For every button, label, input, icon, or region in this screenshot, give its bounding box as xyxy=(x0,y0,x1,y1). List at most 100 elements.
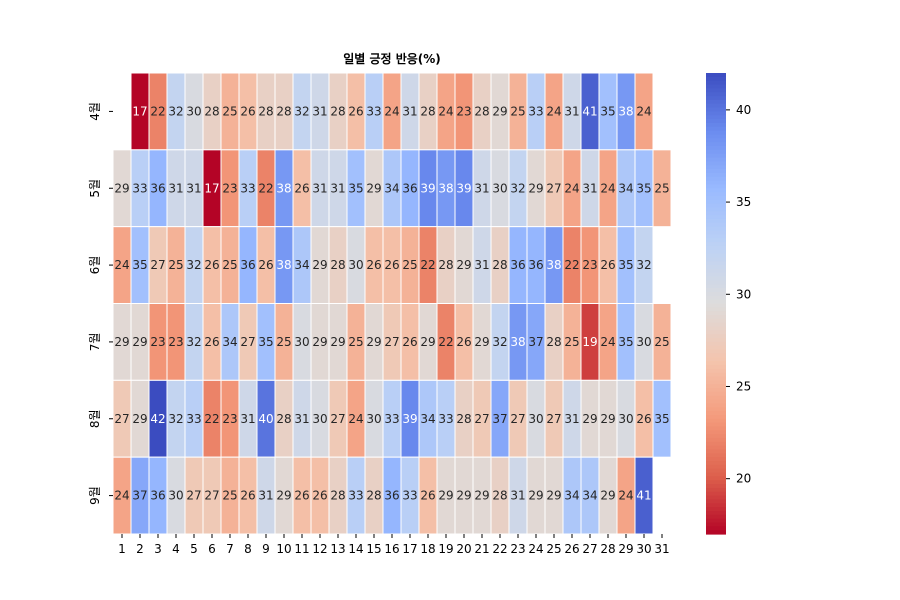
cell-value-label: 22 xyxy=(258,181,273,195)
y-tick-label: 6월 xyxy=(88,256,102,275)
colorbar-segment xyxy=(706,176,726,182)
colorbar-segment xyxy=(706,215,726,220)
colorbar-segment xyxy=(706,203,726,209)
colorbar-segment xyxy=(706,484,726,489)
cell-value-label: 36 xyxy=(528,258,543,272)
colorbar-segment xyxy=(706,257,726,262)
cell-value-label: 38 xyxy=(438,181,453,195)
cell-value-label: 26 xyxy=(240,489,255,503)
cell-value-label: 26 xyxy=(204,335,219,349)
cell-value-label: 28 xyxy=(420,104,435,118)
cell-value-label: 30 xyxy=(636,335,651,349)
cell-value-label: 23 xyxy=(456,104,471,118)
cell-value-label: 31 xyxy=(564,104,579,118)
colorbar-segment xyxy=(706,441,726,447)
cell-value-label: 32 xyxy=(186,258,201,272)
cell-value-label: 35 xyxy=(348,181,363,195)
cell-value-label: 35 xyxy=(618,335,633,349)
cell-value-label: 30 xyxy=(348,258,363,272)
colorbar-segment xyxy=(706,315,726,320)
cell-value-label: 32 xyxy=(636,258,651,272)
colorbar-segment xyxy=(706,134,726,139)
colorbar-segment xyxy=(706,192,726,197)
cell-value-label: 39 xyxy=(420,181,435,195)
colorbar-segment xyxy=(706,276,726,282)
cell-value-label: 26 xyxy=(258,258,273,272)
colorbar-segment xyxy=(706,153,726,159)
colorbar-segment xyxy=(706,349,726,355)
colorbar-segment xyxy=(706,510,726,516)
colorbar-segment xyxy=(706,487,726,493)
y-tick-label: 8월 xyxy=(88,409,102,428)
colorbar-segment xyxy=(706,503,726,508)
cell-value-label: 28 xyxy=(276,104,291,118)
cell-value-label: 25 xyxy=(222,489,237,503)
cell-value-label: 17 xyxy=(204,181,219,195)
colorbar-segment xyxy=(706,403,726,408)
cell-value-label: 27 xyxy=(330,412,345,426)
x-tick-label: 1 xyxy=(118,542,126,556)
x-tick-label: 27 xyxy=(582,542,597,556)
colorbar-segment xyxy=(706,92,726,97)
cell-value-label: 22 xyxy=(438,335,453,349)
cell-value-label: 33 xyxy=(438,412,453,426)
x-tick-label: 28 xyxy=(600,542,615,556)
cell-value-label: 27 xyxy=(240,335,255,349)
colorbar-segment xyxy=(706,526,726,531)
colorbar-segment xyxy=(706,426,726,431)
cell-value-label: 28 xyxy=(546,335,561,349)
colorbar-segment xyxy=(706,334,726,339)
x-tick-label: 16 xyxy=(384,542,399,556)
cell-value-label: 27 xyxy=(186,489,201,503)
colorbar-segment xyxy=(706,211,726,216)
colorbar-segment xyxy=(706,480,726,485)
cell-value-label: 29 xyxy=(276,489,291,503)
x-tick-label: 26 xyxy=(564,542,579,556)
cell-value-label: 26 xyxy=(348,104,363,118)
colorbar-segment xyxy=(706,172,726,178)
cell-value-label: 33 xyxy=(132,181,147,195)
colorbar-segment xyxy=(706,430,726,435)
cell-value-label: 32 xyxy=(294,104,309,118)
cell-value-label: 26 xyxy=(456,335,471,349)
cell-value-label: 28 xyxy=(258,104,273,118)
cell-value-label: 39 xyxy=(402,412,417,426)
cell-value-label: 28 xyxy=(438,258,453,272)
colorbar-segment xyxy=(706,380,726,385)
y-tick-label: 4월 xyxy=(88,102,102,121)
cell-value-label: 40 xyxy=(258,412,273,426)
cell-value-label: 17 xyxy=(132,104,147,118)
cell-value-label: 37 xyxy=(492,412,507,426)
cell-value-label: 35 xyxy=(600,104,615,118)
cell-value-label: 22 xyxy=(150,104,165,118)
cell-value-label: 30 xyxy=(186,104,201,118)
cell-value-label: 33 xyxy=(186,412,201,426)
colorbar-segment xyxy=(706,388,726,393)
colorbar-segment xyxy=(706,157,726,162)
colorbar-segment xyxy=(706,169,726,174)
cell-value-label: 24 xyxy=(564,181,579,195)
colorbar-segment xyxy=(706,307,726,312)
cell-value-label: 31 xyxy=(312,181,327,195)
cell-value-label: 26 xyxy=(366,258,381,272)
cell-value-label: 32 xyxy=(510,181,525,195)
cell-value-label: 28 xyxy=(330,489,345,503)
cell-value-label: 34 xyxy=(384,181,399,195)
cell-value-label: 27 xyxy=(384,335,399,349)
cell-value-label: 26 xyxy=(294,489,309,503)
cell-value-label: 27 xyxy=(510,412,525,426)
x-tick-label: 13 xyxy=(330,542,345,556)
colorbar-segment xyxy=(706,249,726,255)
x-tick-label: 22 xyxy=(492,542,507,556)
cell-value-label: 25 xyxy=(654,335,669,349)
cell-value-label: 25 xyxy=(348,335,363,349)
cell-value-label: 19 xyxy=(582,335,597,349)
heatmap-cell xyxy=(652,149,672,228)
colorbar-segment xyxy=(706,507,726,512)
colorbar-segment xyxy=(706,399,726,404)
colorbar-segment xyxy=(706,272,726,278)
cell-value-label: 27 xyxy=(546,412,561,426)
cell-value-label: 24 xyxy=(114,258,129,272)
colorbar-segment xyxy=(706,341,726,347)
cell-value-label: 29 xyxy=(582,412,597,426)
